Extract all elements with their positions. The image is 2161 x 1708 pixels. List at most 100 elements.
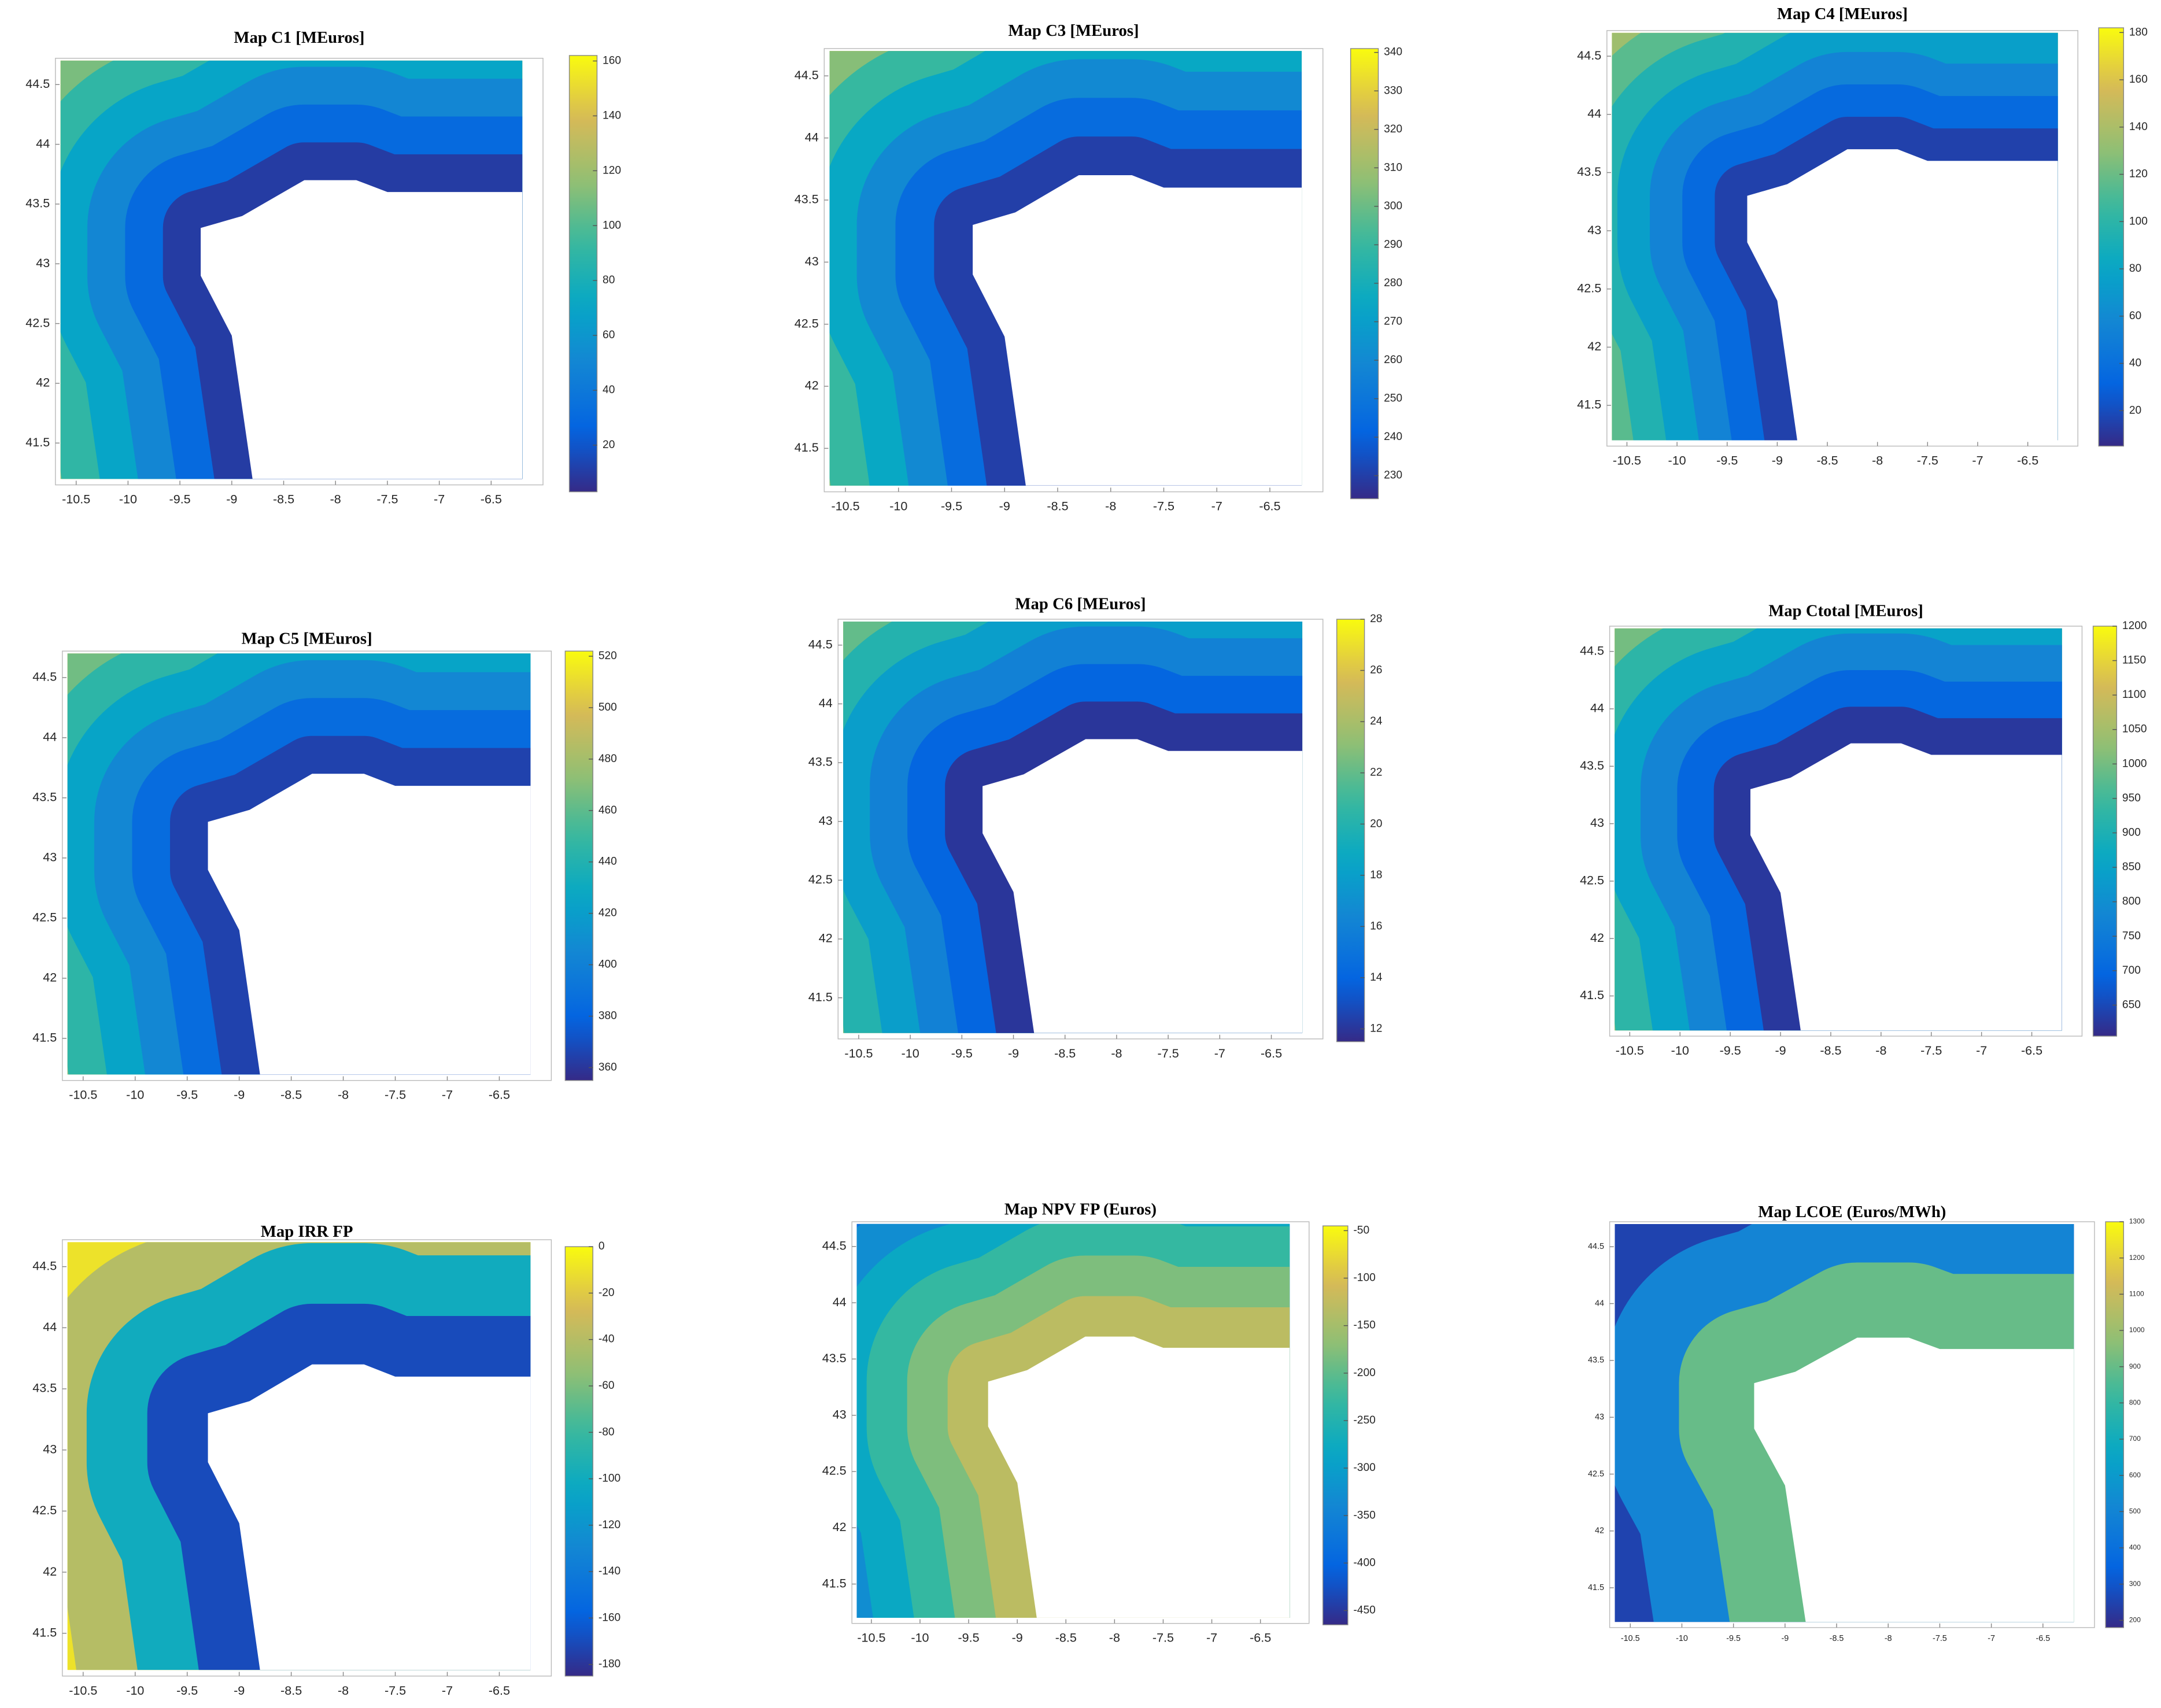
colorbar-tick-label: 440	[599, 856, 617, 868]
contour-field	[67, 1242, 531, 1670]
x-tick-label: -6.5	[489, 1683, 510, 1698]
y-tick-label: 44.5	[32, 670, 57, 684]
x-tick-label: -10	[126, 1683, 144, 1698]
x-tick-label: -7.5	[1152, 1631, 1174, 1645]
y-tick-label: 43	[43, 850, 57, 864]
colorbar-tick-label: 14	[1370, 971, 1383, 984]
colorbar-tick-label: 800	[2122, 896, 2141, 908]
y-tick-label: 42.5	[822, 1463, 847, 1478]
y-tick-label: 41.5	[1588, 1583, 1604, 1592]
x-tick-label: -7	[1988, 1634, 1995, 1643]
x-tick-label: -8.5	[1055, 1631, 1077, 1645]
colorbar-tick-label: 1100	[2129, 1290, 2144, 1298]
chart-title: Map NPV FP (Euros)	[1004, 1200, 1157, 1218]
colorbar-tick-label: 18	[1370, 869, 1382, 881]
colorbar-tick-label: 20	[2129, 404, 2141, 416]
x-tick-label: -10.5	[844, 1046, 873, 1060]
y-tick-label: 41.5	[808, 989, 833, 1004]
x-tick-label: -9	[234, 1088, 245, 1102]
x-tick-label: -8	[1111, 1046, 1122, 1060]
y-tick-label: 44.5	[822, 1239, 847, 1253]
x-tick-label: -10	[1668, 453, 1686, 468]
colorbar	[1336, 619, 1365, 1042]
colorbar	[564, 650, 593, 1081]
y-tick-label: 43	[1590, 815, 1604, 830]
y-tick-label: 42	[43, 1564, 57, 1578]
y-tick-label: 43.5	[1580, 758, 1604, 772]
y-tick-label: 43	[43, 1441, 57, 1456]
y-tick-label: 43	[833, 1407, 847, 1421]
y-tick-label: 44.5	[795, 68, 819, 82]
y-tick-label: 42	[36, 375, 50, 390]
x-tick-label: -10.5	[69, 1683, 97, 1698]
x-tick-label: -9.5	[1726, 1634, 1741, 1643]
colorbar-tick-label: 270	[1384, 316, 1402, 328]
colorbar-tick-label: 1200	[2122, 620, 2147, 632]
x-tick-label: -9.5	[1720, 1043, 1741, 1058]
x-tick-label: -8	[1109, 1631, 1120, 1645]
colorbar-tick-label: 500	[599, 701, 617, 713]
land	[988, 1336, 1290, 1618]
x-tick-label: -10.5	[1613, 453, 1641, 468]
x-tick-label: -6.5	[489, 1088, 510, 1102]
colorbar-tick-label: 60	[2129, 310, 2141, 322]
x-tick-label: -7	[1976, 1043, 1987, 1058]
chart-title: Map Ctotal [MEuros]	[1768, 602, 1923, 620]
colorbar-tick-label: -80	[599, 1426, 615, 1438]
x-tick-label: -10.5	[1616, 1043, 1644, 1058]
x-tick-label: -8.5	[1054, 1046, 1076, 1060]
y-tick-label: 41.5	[822, 1576, 847, 1590]
x-tick-label: -9.5	[1716, 453, 1738, 468]
x-tick-label: -8.5	[1830, 1634, 1844, 1643]
contour-field	[856, 1223, 1290, 1618]
colorbar-tick-label: 750	[2122, 930, 2141, 942]
colorbar-tick-label: 340	[1384, 46, 1402, 58]
x-tick-label: -9.5	[941, 499, 962, 513]
colorbar-tick-label: 300	[1384, 200, 1402, 212]
chart-title: Map IRR FP	[261, 1222, 353, 1241]
y-tick-label: 43	[819, 813, 833, 827]
colorbar-tick-label: 950	[2122, 792, 2141, 804]
y-tick-label: 44	[819, 696, 833, 710]
contour-field	[843, 622, 1303, 1033]
y-tick-label: 43.5	[822, 1351, 847, 1365]
x-tick-label: -10.5	[857, 1631, 885, 1645]
colorbar-tick-label: 850	[2122, 861, 2141, 873]
colorbar-tick-label: 700	[2122, 964, 2141, 977]
chart-title: Map C4 [MEuros]	[1777, 5, 1908, 23]
y-tick-label: 42.5	[808, 872, 833, 886]
colorbar-tick-label: 120	[603, 164, 621, 176]
y-tick-label: 42.5	[25, 315, 50, 330]
x-tick-label: -10.5	[1621, 1634, 1640, 1643]
x-tick-label: -6.5	[2017, 453, 2038, 468]
colorbar-tick-label: 330	[1384, 84, 1402, 97]
colorbar-tick-label: -140	[599, 1565, 620, 1577]
colorbar-tick-label: 100	[2129, 215, 2148, 227]
colorbar-tick-label: -150	[1353, 1319, 1375, 1332]
y-tick-label: 42	[1595, 1526, 1604, 1536]
land	[1754, 1337, 2074, 1622]
x-tick-label: -9.5	[958, 1631, 980, 1645]
colorbar-tick-label: 1000	[2122, 757, 2147, 770]
colorbar-tick-label: 180	[2129, 26, 2148, 38]
colorbar-tick-label: 200	[2129, 1616, 2141, 1624]
colorbar-tick-label: -40	[599, 1333, 615, 1345]
colorbar-tick-label: 160	[603, 55, 621, 67]
y-tick-label: 43.5	[32, 790, 57, 804]
x-tick-label: -10	[1671, 1043, 1689, 1058]
colorbar-tick-label: 520	[599, 650, 617, 662]
x-tick-label: -8	[338, 1088, 349, 1102]
chart-title: Map C3 [MEuros]	[1008, 21, 1139, 40]
x-tick-label: -8	[330, 492, 341, 507]
x-tick-label: -10	[119, 492, 137, 507]
colorbar-tick-label: -60	[599, 1380, 615, 1392]
colorbar-tick-label: 80	[603, 274, 615, 286]
colorbar-tick-label: -100	[1353, 1272, 1375, 1284]
colorbar-tick-label: -180	[599, 1658, 620, 1670]
colorbar	[2092, 626, 2118, 1037]
y-tick-label: 44.5	[32, 1258, 57, 1273]
x-tick-label: -6.5	[1259, 499, 1280, 513]
colorbar-tick-label: 16	[1370, 920, 1382, 932]
y-tick-label: 42.5	[32, 910, 57, 925]
colorbar-tick-label: 1100	[2122, 689, 2146, 701]
